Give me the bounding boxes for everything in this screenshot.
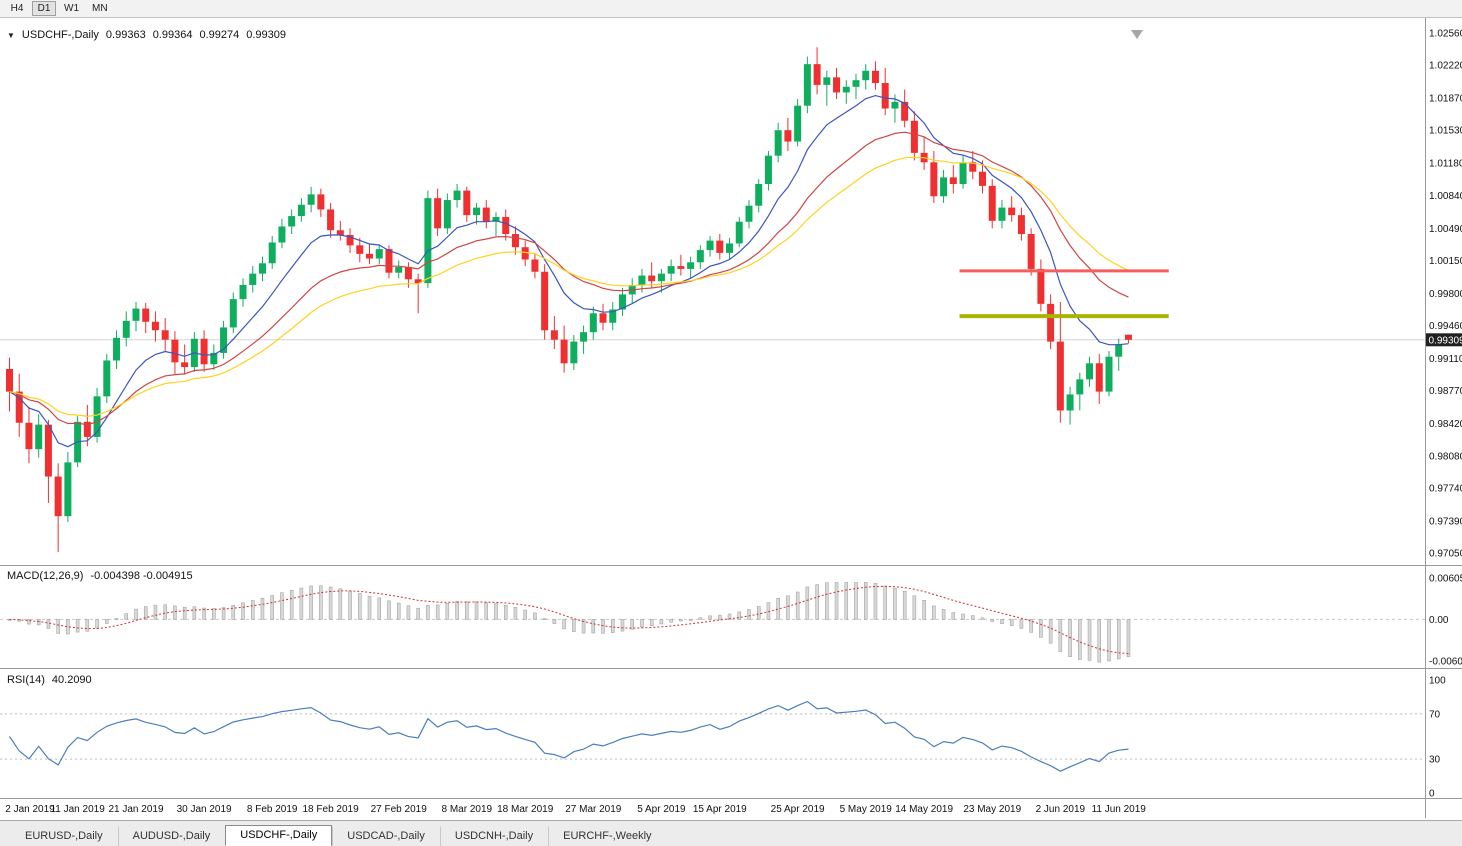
svg-text:27 Feb 2019: 27 Feb 2019 [371,804,428,815]
svg-text:0.97390: 0.97390 [1429,516,1462,527]
ohlc-close-value: 0.99309 [246,29,286,41]
svg-text:0.97050: 0.97050 [1429,548,1462,559]
chart-symbol-label: USDCHF-,Daily [21,29,99,41]
tab-eurchf-weekly[interactable]: EURCHF-,Weekly [548,826,666,846]
period-button-h4[interactable]: H4 [5,1,29,16]
period-button-d1[interactable]: D1 [32,1,56,16]
macd-signal-line [9,585,1129,655]
svg-text:1.01530: 1.01530 [1429,126,1462,137]
price-axis: 1.02560 1.02220 1.01870 1.01530 1.01180 1.008… [1429,29,1462,560]
svg-text:0.98420: 0.98420 [1429,419,1462,430]
svg-text:1.02220: 1.02220 [1429,61,1462,72]
rsi-indicator-value: 40.2090 [51,674,92,686]
svg-text:0.98080: 0.98080 [1429,451,1462,462]
macd-indicator-name: MACD(12,26,9) [7,570,84,582]
svg-text:18 Feb 2019: 18 Feb 2019 [303,804,360,815]
period-button-w1[interactable]: W1 [59,1,84,16]
svg-text:15 Apr 2019: 15 Apr 2019 [693,804,747,815]
svg-text:1.01870: 1.01870 [1429,94,1462,105]
svg-text:30 Jan 2019: 30 Jan 2019 [177,804,232,815]
svg-text:1.01180: 1.01180 [1429,159,1462,170]
svg-text:5 May 2019: 5 May 2019 [840,804,893,815]
ma-slow-line [9,156,1129,418]
svg-text:1.00150: 1.00150 [1429,256,1462,267]
svg-text:0.99800: 0.99800 [1429,289,1462,300]
svg-text:23 May 2019: 23 May 2019 [963,804,1021,815]
rsi-indicator-label: RSI(14) 40.2090 [7,674,92,686]
tab-usdcad-daily[interactable]: USDCAD-,Daily [332,826,440,846]
current-price-tag [1426,333,1462,347]
svg-text:0: 0 [1429,789,1435,800]
svg-text:0.99460: 0.99460 [1429,321,1462,332]
svg-text:11 Jun 2019: 11 Jun 2019 [1092,804,1147,815]
svg-text:100: 100 [1429,676,1446,687]
svg-text:1.02560: 1.02560 [1429,29,1462,40]
ohlc-open-value: 0.99363 [105,29,146,41]
period-button-mn[interactable]: MN [87,1,113,16]
tab-usdcnh-daily[interactable]: USDCNH-,Daily [439,826,548,846]
macd-indicator-label: MACD(12,26,9) -0.004398 -0.004915 [7,570,193,582]
svg-text:11 Jan 2019: 11 Jan 2019 [50,804,105,815]
rsi-axis: 100 70 30 0 [1429,676,1446,800]
ohlc-low-value: 0.99274 [199,29,240,41]
tab-eurusd-daily[interactable]: EURUSD-,Daily [25,830,103,842]
chart-menu-icon[interactable]: ▼ [7,30,15,40]
svg-text:70: 70 [1429,709,1441,720]
timeframe-toolbar: H4 D1 W1 MN [0,0,1462,18]
rsi-line [9,700,1129,772]
rsi-indicator-name: RSI(14) [7,674,45,686]
svg-text:27 Mar 2019: 27 Mar 2019 [565,804,622,815]
svg-text:1.00840: 1.00840 [1429,191,1462,202]
chart-title: ▼ USDCHF-,Daily 0.99363 0.99364 0.99274 … [7,29,286,41]
svg-text:1.00490: 1.00490 [1429,224,1462,235]
svg-text:2 Jun 2019: 2 Jun 2019 [1036,804,1086,815]
current-price-tag-text: 0.99309 [1429,335,1462,346]
macd-indicator-values: -0.004398 -0.004915 [90,570,193,582]
svg-text:14 May 2019: 14 May 2019 [895,804,953,815]
svg-text:30: 30 [1429,755,1441,766]
svg-text:25 Apr 2019: 25 Apr 2019 [771,804,825,815]
svg-text:5 Apr 2019: 5 Apr 2019 [637,804,686,815]
svg-text:2 Jan 2019: 2 Jan 2019 [5,804,55,815]
svg-text:8 Mar 2019: 8 Mar 2019 [442,804,493,815]
svg-text:0.00: 0.00 [1429,615,1449,626]
svg-text:0.99110: 0.99110 [1429,354,1462,365]
svg-text:8 Feb 2019: 8 Feb 2019 [247,804,298,815]
price-chart-canvas[interactable]: 1.02560 1.02220 1.01870 1.01530 1.01180 1.008… [0,18,1462,820]
svg-text:-0.006096: -0.006096 [1429,657,1462,668]
svg-text:0.98770: 0.98770 [1429,386,1462,397]
ma-fast-line [9,94,1129,448]
svg-text:18 Mar 2019: 18 Mar 2019 [497,804,554,815]
tab-usdchf-daily[interactable]: USDCHF-,Daily [225,825,333,846]
svg-text:0.006058: 0.006058 [1429,574,1462,585]
tab-audusd-daily[interactable]: AUDUSD-,Daily [117,826,226,846]
chart-shift-marker-icon[interactable] [1131,30,1143,39]
macd-histogram [7,582,1131,663]
svg-text:0.97740: 0.97740 [1429,483,1462,494]
candles-layer [6,47,1132,553]
chart-tab-bar: EURUSD-,Daily AUDUSD-,Daily USDCHF-,Daily U… [0,820,1462,846]
pane-separators [0,18,1462,818]
svg-text:21 Jan 2019: 21 Jan 2019 [108,804,163,815]
macd-axis: 0.006058 0.00 -0.006096 [1429,574,1462,668]
ohlc-high-value: 0.99364 [152,29,193,41]
